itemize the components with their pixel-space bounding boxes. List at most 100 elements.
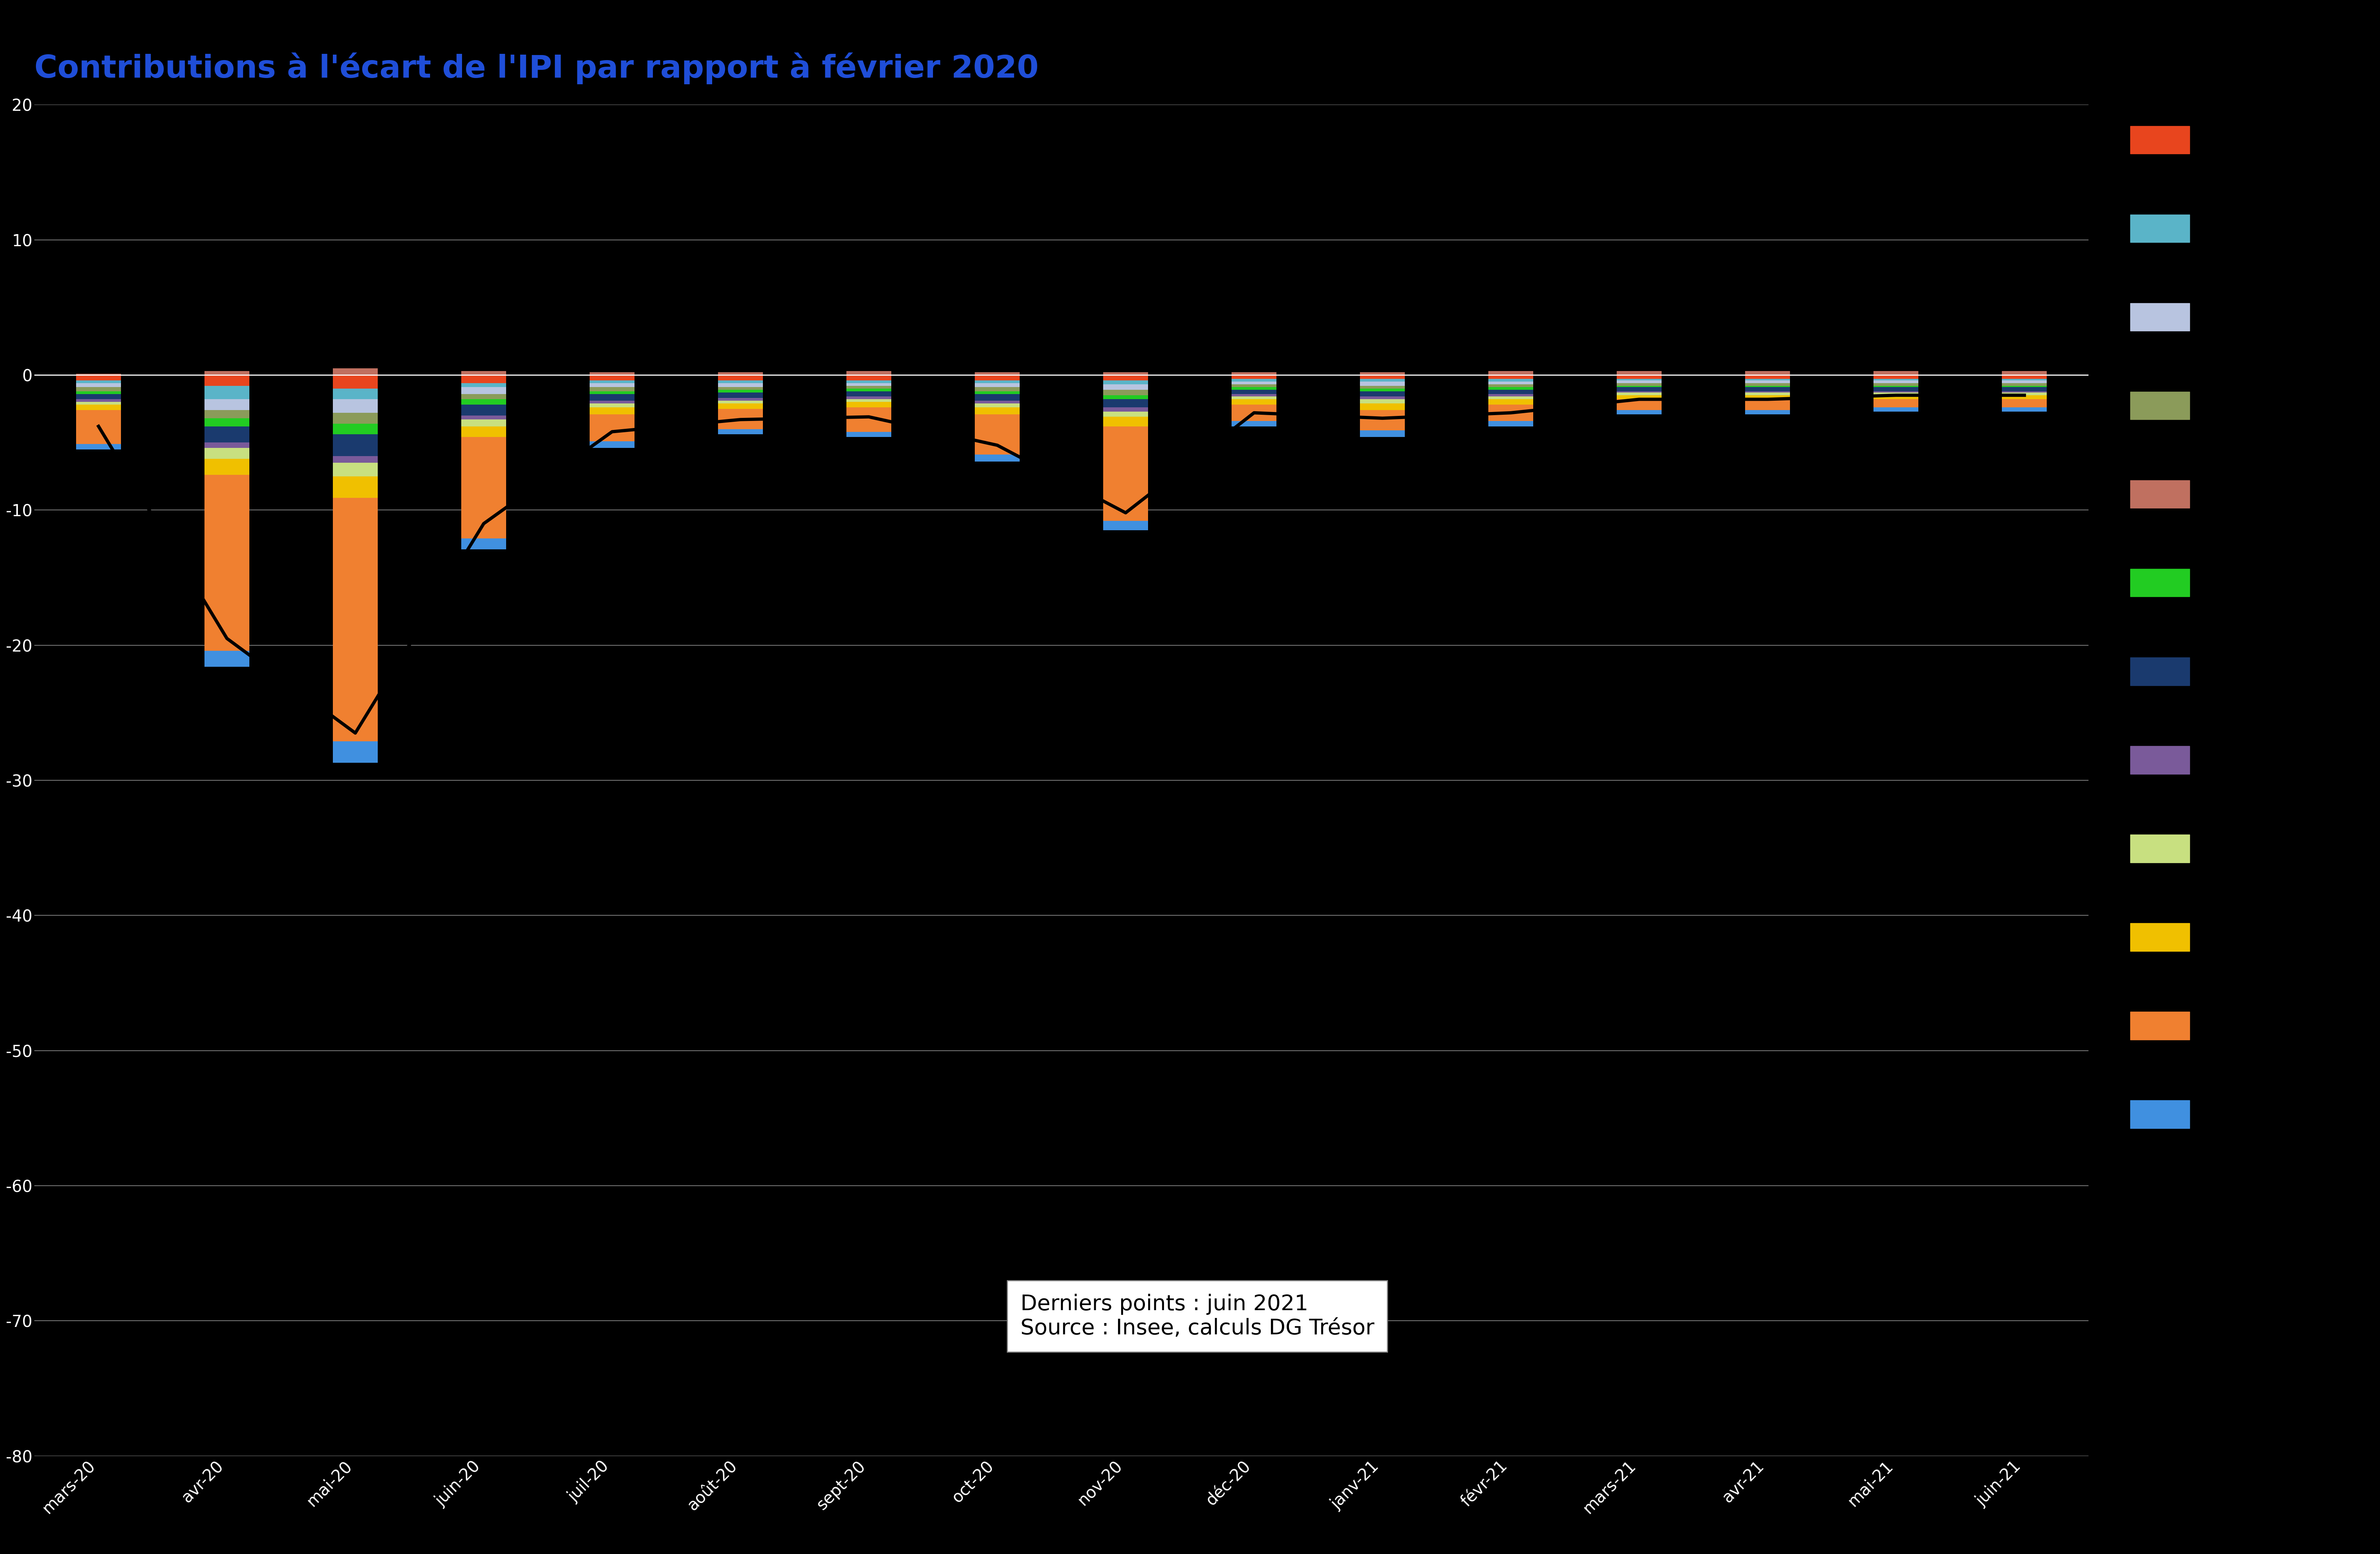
- Bar: [590, 404, 635, 407]
- Bar: [2002, 395, 2047, 399]
- Bar: [76, 410, 121, 444]
- Bar: [719, 373, 764, 375]
- Bar: [976, 455, 1019, 462]
- Bar: [1488, 404, 1533, 421]
- Bar: [976, 393, 1019, 401]
- Bar: [1873, 375, 1918, 379]
- Bar: [1488, 396, 1533, 399]
- Bar: [590, 373, 635, 375]
- Bar: [205, 458, 250, 476]
- Bar: [847, 375, 892, 381]
- Bar: [2002, 387, 2047, 392]
- Bar: [1616, 399, 1661, 410]
- Bar: [1745, 410, 1790, 415]
- Text: Contributions à l'écart de l'IPI par rapport à février 2020: Contributions à l'écart de l'IPI par rap…: [33, 53, 1038, 84]
- Bar: [1745, 393, 1790, 395]
- Bar: [205, 651, 250, 667]
- Bar: [1616, 395, 1661, 399]
- Bar: [462, 371, 507, 375]
- Bar: [1359, 392, 1404, 396]
- Bar: [205, 418, 250, 426]
- Bar: [847, 388, 892, 392]
- Bar: [1230, 379, 1276, 382]
- Bar: [1359, 404, 1404, 410]
- Bar: [205, 385, 250, 399]
- Bar: [2002, 399, 2047, 407]
- Bar: [719, 404, 764, 409]
- Bar: [2002, 384, 2047, 385]
- Bar: [333, 424, 378, 435]
- Bar: [719, 387, 764, 390]
- Bar: [333, 741, 378, 763]
- Bar: [719, 384, 764, 387]
- Bar: [1104, 407, 1147, 412]
- Bar: [1359, 430, 1404, 437]
- Bar: [1873, 395, 1918, 399]
- Bar: [205, 448, 250, 458]
- Bar: [1104, 373, 1147, 375]
- Bar: [76, 381, 121, 384]
- Bar: [976, 375, 1019, 381]
- Bar: [1104, 399, 1147, 407]
- Bar: [1488, 393, 1533, 396]
- Bar: [1359, 375, 1404, 379]
- Bar: [76, 404, 121, 410]
- Bar: [1873, 399, 1918, 407]
- Bar: [205, 426, 250, 443]
- Bar: [1104, 416, 1147, 426]
- Bar: [1230, 387, 1276, 390]
- Bar: [1359, 399, 1404, 404]
- Bar: [333, 399, 378, 413]
- Bar: [976, 407, 1019, 415]
- Bar: [333, 455, 378, 463]
- Bar: [205, 410, 250, 418]
- Bar: [719, 390, 764, 393]
- Bar: [590, 415, 635, 441]
- Bar: [2002, 375, 2047, 379]
- Bar: [1488, 399, 1533, 404]
- Bar: [205, 399, 250, 410]
- Bar: [1616, 381, 1661, 384]
- Bar: [76, 387, 121, 392]
- Bar: [1488, 382, 1533, 384]
- Bar: [1104, 381, 1147, 384]
- Bar: [76, 399, 121, 402]
- Bar: [1230, 396, 1276, 399]
- Bar: [1104, 390, 1147, 395]
- Bar: [1104, 384, 1147, 390]
- Bar: [462, 393, 507, 399]
- Bar: [1745, 387, 1790, 392]
- Bar: [76, 392, 121, 393]
- Text: Derniers points : juin 2021
Source : Insee, calculs DG Trésor: Derniers points : juin 2021 Source : Ins…: [1021, 1293, 1373, 1340]
- Bar: [590, 401, 635, 404]
- Bar: [1488, 375, 1533, 379]
- Bar: [590, 384, 635, 387]
- Bar: [847, 407, 892, 432]
- Bar: [847, 381, 892, 384]
- Bar: [719, 393, 764, 398]
- Bar: [590, 392, 635, 393]
- Bar: [1104, 412, 1147, 416]
- Bar: [1230, 384, 1276, 387]
- Bar: [1359, 382, 1404, 385]
- Bar: [1230, 393, 1276, 396]
- Bar: [1488, 387, 1533, 390]
- Bar: [976, 392, 1019, 393]
- Bar: [976, 384, 1019, 387]
- Bar: [1745, 399, 1790, 410]
- Bar: [976, 387, 1019, 392]
- Bar: [333, 388, 378, 399]
- Bar: [462, 426, 507, 437]
- Bar: [1230, 373, 1276, 375]
- Bar: [1230, 390, 1276, 393]
- Bar: [1873, 393, 1918, 395]
- Bar: [590, 381, 635, 384]
- Bar: [719, 401, 764, 404]
- Bar: [590, 407, 635, 415]
- Bar: [205, 375, 250, 385]
- Bar: [847, 371, 892, 375]
- Bar: [1488, 384, 1533, 387]
- Bar: [2002, 393, 2047, 395]
- Bar: [590, 387, 635, 392]
- Bar: [462, 375, 507, 384]
